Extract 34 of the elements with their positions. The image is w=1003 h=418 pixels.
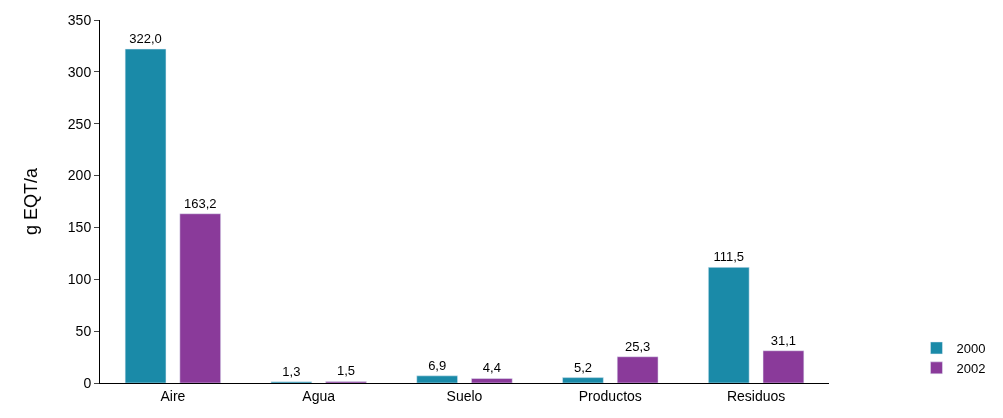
y-axis-title: g EQT/a [21, 167, 42, 236]
legend-label: 2002 [956, 360, 986, 376]
data-label: 111,5 [713, 249, 745, 265]
data-label: 6,9 [428, 357, 447, 373]
y-tick-label: 350 [67, 11, 92, 28]
data-label: 31,1 [770, 332, 797, 348]
bar [124, 48, 167, 383]
x-tick-label: Residuos [726, 387, 786, 404]
y-tick-label: 100 [67, 271, 92, 288]
bar [179, 213, 221, 383]
y-tick-label: 50 [75, 323, 92, 340]
data-label: 25,3 [624, 338, 651, 354]
bar [616, 356, 659, 383]
data-label: 5,2 [573, 359, 592, 375]
bar [562, 377, 604, 383]
bar [762, 350, 805, 383]
x-tick-label: Productos [578, 387, 642, 404]
x-tick-label: Aire [160, 387, 186, 404]
data-label: 322,0 [129, 31, 162, 47]
x-tick-label: Suelo [446, 387, 483, 404]
y-tick-label: 200 [67, 167, 92, 184]
data-label: 163,2 [183, 195, 217, 211]
y-tick-label: 300 [67, 63, 92, 80]
data-label: 1,5 [337, 363, 356, 379]
legend-label: 2000 [956, 341, 986, 357]
data-label: 4,4 [482, 360, 501, 376]
bar [416, 375, 458, 383]
x-tick-label: Agua [302, 387, 336, 404]
data-label: 1,3 [282, 363, 301, 379]
y-tick-label: 0 [83, 374, 92, 391]
y-tick-label: 250 [67, 115, 92, 132]
y-tick-label: 150 [67, 219, 92, 236]
bar [471, 378, 513, 383]
bar [708, 267, 750, 383]
